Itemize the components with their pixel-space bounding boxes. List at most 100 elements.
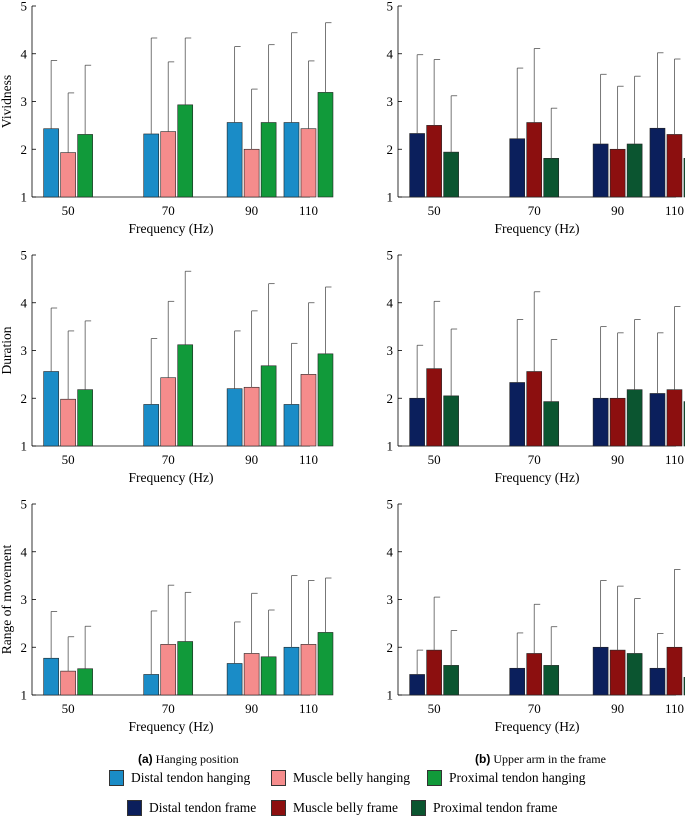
bar: [161, 644, 176, 695]
bar: [544, 402, 559, 446]
bar: [427, 650, 442, 695]
bar: [244, 387, 259, 446]
bar: [284, 404, 299, 446]
x-tick-label: 110: [665, 203, 684, 218]
y-tick-label: 2: [21, 391, 28, 406]
bar: [301, 644, 316, 695]
bar: [227, 663, 242, 695]
bar: [444, 665, 459, 695]
bar: [410, 133, 425, 197]
caption-upper-arm-frame: (b) Upper arm in the frame: [475, 752, 606, 767]
y-tick-label: 4: [387, 544, 394, 559]
bar: [284, 647, 299, 695]
y-tick-label: 1: [21, 190, 28, 205]
y-tick-label: 3: [387, 343, 394, 358]
bar: [544, 158, 559, 197]
y-tick-label: 1: [21, 439, 28, 454]
bar: [610, 149, 625, 197]
x-tick-label: 110: [299, 203, 318, 218]
bar: [178, 105, 193, 197]
bar: [510, 382, 525, 446]
x-tick-label: 70: [528, 203, 541, 218]
legend-row-hanging: Distal tendon hanging Muscle belly hangi…: [0, 769, 685, 789]
y-axis-label: Duration: [0, 326, 14, 374]
bar: [593, 144, 608, 197]
legend-label: Proximal tendon hanging: [449, 770, 585, 786]
bar: [44, 129, 59, 197]
bar: [527, 123, 542, 197]
x-tick-label: 50: [428, 203, 441, 218]
bar: [427, 369, 442, 446]
x-tick-label: 50: [62, 452, 75, 467]
y-tick-label: 3: [387, 592, 394, 607]
bar: [667, 134, 682, 197]
x-tick-label: 90: [611, 701, 624, 716]
x-axis-label: Frequency (Hz): [128, 719, 213, 734]
bar: [318, 632, 333, 695]
bar: [161, 132, 176, 197]
legend-label: Distal tendon hanging: [131, 770, 250, 786]
bar: [161, 378, 176, 446]
y-axis-label: Range of movement: [0, 545, 14, 655]
x-axis-label: Frequency (Hz): [494, 221, 579, 236]
bar: [610, 650, 625, 695]
y-tick-label: 4: [21, 46, 28, 61]
bar: [410, 674, 425, 695]
x-tick-label: 110: [665, 701, 684, 716]
bar: [527, 372, 542, 446]
bar: [318, 354, 333, 446]
bar: [144, 404, 159, 446]
y-tick-label: 2: [387, 391, 394, 406]
bar: [301, 129, 316, 197]
legend-label: Muscle belly hanging: [293, 770, 410, 786]
caption-a-label: (a): [138, 752, 153, 766]
bar: [667, 647, 682, 695]
legend-swatch: [427, 770, 442, 786]
bar: [61, 671, 76, 695]
bar: [510, 668, 525, 695]
bar: [627, 390, 642, 446]
bar: [301, 374, 316, 446]
bar: [593, 647, 608, 695]
bar: [227, 123, 242, 197]
y-tick-label: 5: [387, 248, 394, 263]
bar: [627, 653, 642, 695]
legend-swatch: [127, 800, 142, 816]
bar: [610, 398, 625, 446]
y-tick-label: 2: [387, 640, 394, 655]
bar: [527, 653, 542, 695]
x-tick-label: 70: [528, 701, 541, 716]
legend-label: Proximal tendon frame: [433, 800, 557, 816]
legend-swatch: [109, 770, 124, 786]
bar: [61, 399, 76, 446]
bar: [178, 345, 193, 446]
legend-swatch: [271, 800, 286, 816]
y-tick-label: 3: [21, 343, 28, 358]
x-tick-label: 110: [299, 452, 318, 467]
bar: [544, 665, 559, 695]
bar: [261, 657, 276, 695]
x-tick-label: 90: [611, 203, 624, 218]
bar: [178, 642, 193, 695]
caption-b-label: (b): [475, 752, 490, 766]
bar: [650, 393, 665, 446]
bar: [510, 139, 525, 197]
x-tick-label: 70: [162, 701, 175, 716]
bar: [78, 669, 93, 695]
legend-swatch: [411, 800, 426, 816]
x-tick-label: 50: [62, 203, 75, 218]
y-tick-label: 3: [387, 94, 394, 109]
bar: [44, 658, 59, 695]
y-tick-label: 5: [387, 497, 394, 512]
y-tick-label: 5: [387, 0, 394, 14]
bar: [144, 674, 159, 695]
bar: [444, 396, 459, 446]
bar: [144, 134, 159, 197]
y-tick-label: 1: [387, 688, 394, 703]
bar: [44, 372, 59, 446]
